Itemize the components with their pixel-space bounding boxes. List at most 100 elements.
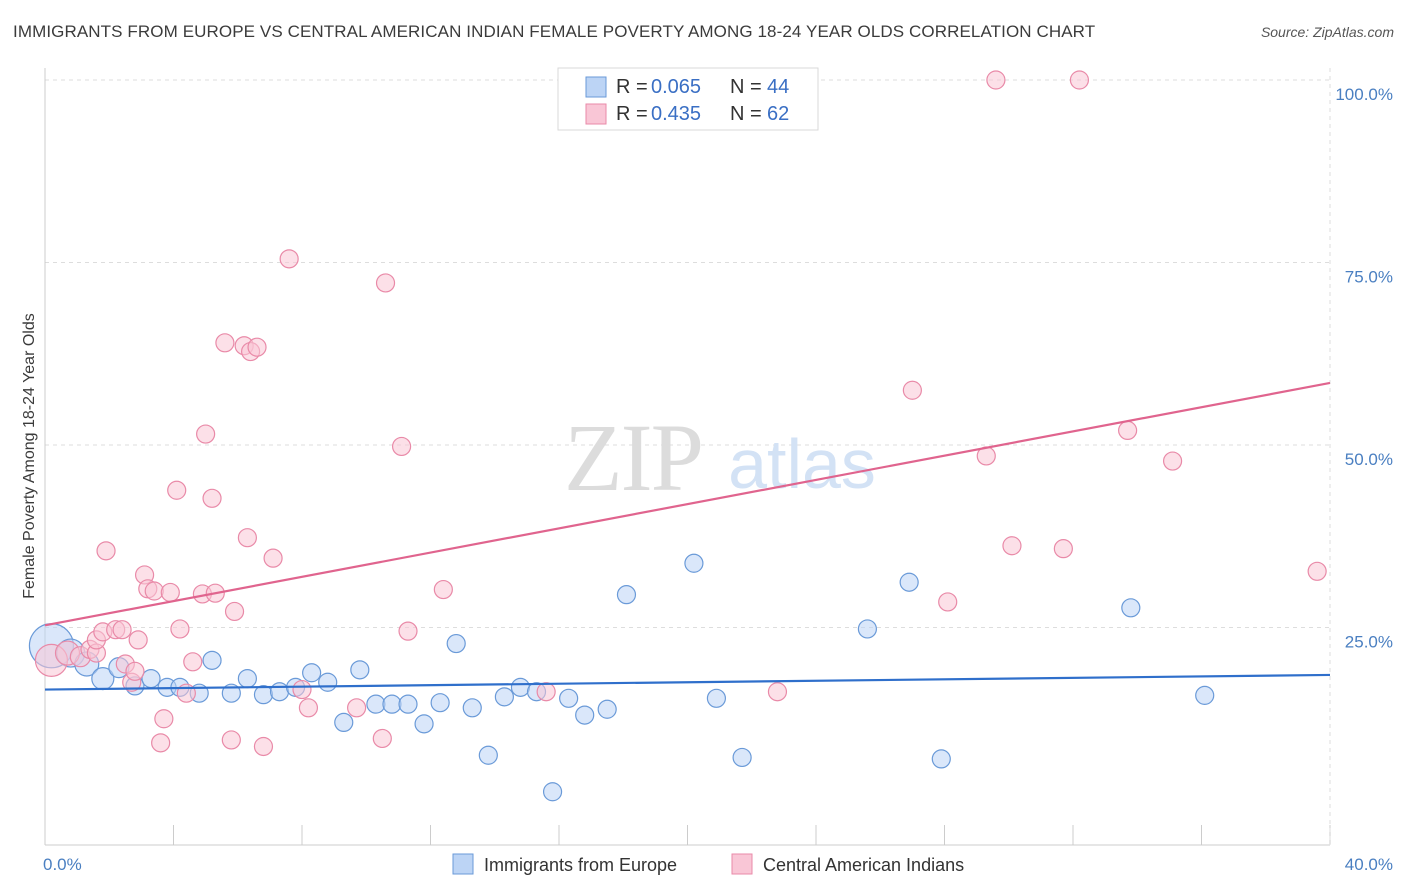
point-immigrants-europe (334, 712, 354, 733)
point-central-american-indians (1069, 70, 1090, 90)
watermark: ZIP atlas (564, 404, 876, 511)
axes (44, 68, 1331, 846)
point-central-american-indians (536, 682, 556, 702)
point-immigrants-europe (237, 668, 257, 689)
point-central-american-indians (170, 619, 190, 639)
x-tick-label: 0.0% (43, 855, 82, 874)
x-tick-labels: 0.0% 40.0% (43, 855, 1393, 874)
point-immigrants-europe (414, 714, 434, 734)
legend-r-value-1: 0.435 (651, 103, 701, 125)
point-immigrants-europe (202, 650, 222, 670)
y-tick-label: 75.0% (1345, 268, 1393, 287)
source-label: Source: ZipAtlas.com (1260, 24, 1394, 40)
point-immigrants-europe (462, 698, 482, 718)
point-immigrants-europe (318, 672, 338, 692)
data-points (28, 70, 1327, 802)
trend-line-central-american-indians (44, 381, 1331, 627)
point-central-american-indians (986, 70, 1006, 90)
trend-line-immigrants-europe (44, 673, 1331, 691)
bottom-legend-swatch-blue (452, 853, 474, 875)
point-immigrants-europe (302, 663, 322, 683)
legend-n-label-1: N = (730, 103, 762, 125)
point-central-american-indians (279, 249, 299, 269)
legend-swatch-pink (585, 103, 607, 125)
point-immigrants-europe (559, 688, 579, 708)
legend-r-label-0: R = (616, 76, 648, 98)
point-central-american-indians (1162, 451, 1183, 471)
point-central-american-indians (938, 592, 958, 612)
point-central-american-indians (767, 682, 788, 702)
point-immigrants-europe (684, 553, 704, 573)
point-central-american-indians (347, 698, 367, 718)
point-central-american-indians (151, 733, 171, 753)
legend-r-label-1: R = (616, 103, 648, 125)
point-central-american-indians (202, 488, 222, 508)
point-immigrants-europe (597, 699, 617, 719)
x-tick-label: 40.0% (1345, 855, 1393, 874)
point-immigrants-europe (542, 782, 563, 802)
point-immigrants-europe (398, 694, 418, 714)
point-central-american-indians (298, 698, 319, 718)
point-central-american-indians (125, 661, 145, 681)
legend-n-value-0: 44 (767, 76, 789, 98)
y-tick-labels: 25.0% 50.0% 75.0% 100.0% (1335, 85, 1393, 652)
point-immigrants-europe (494, 687, 514, 707)
point-central-american-indians (391, 436, 412, 457)
point-central-american-indians (398, 621, 418, 641)
point-central-american-indians (154, 709, 174, 729)
bottom-legend-label-pink: Central American Indians (763, 855, 964, 875)
y-tick-label: 100.0% (1335, 85, 1393, 104)
watermark-zip: ZIP (564, 404, 702, 511)
point-immigrants-europe (350, 660, 370, 680)
point-central-american-indians (128, 630, 148, 650)
point-central-american-indians (1118, 420, 1138, 440)
point-immigrants-europe (446, 633, 466, 654)
bottom-legend-swatch-pink (731, 853, 753, 875)
trend-lines (44, 381, 1331, 691)
point-central-american-indians (253, 736, 274, 757)
point-immigrants-europe (732, 747, 752, 768)
legend-r-value-0: 0.065 (651, 76, 701, 98)
point-central-american-indians (112, 620, 132, 640)
point-central-american-indians (263, 548, 283, 568)
y-axis-label: Female Poverty Among 18-24 Year Olds (21, 313, 38, 599)
point-immigrants-europe (899, 572, 919, 592)
point-central-american-indians (1307, 561, 1327, 581)
point-immigrants-europe (366, 694, 386, 714)
point-immigrants-europe (221, 683, 241, 703)
point-immigrants-europe (931, 749, 951, 769)
bottom-legend-label-blue: Immigrants from Europe (484, 855, 677, 875)
point-immigrants-europe (706, 688, 727, 708)
y-tick-label: 50.0% (1345, 450, 1393, 469)
y-tick-label: 25.0% (1345, 633, 1393, 652)
point-central-american-indians (1053, 539, 1073, 559)
point-central-american-indians (221, 730, 241, 750)
legend: R = 0.065 N = 44 R = 0.435 N = 62 (557, 67, 819, 131)
point-central-american-indians (144, 581, 164, 601)
point-immigrants-europe (1121, 598, 1141, 618)
point-central-american-indians (433, 579, 453, 600)
point-central-american-indians (372, 728, 392, 749)
point-immigrants-europe (269, 682, 290, 702)
point-central-american-indians (196, 424, 216, 444)
point-central-american-indians (292, 679, 312, 700)
legend-swatch-blue (585, 76, 607, 98)
chart-title: IMMIGRANTS FROM EUROPE VS CENTRAL AMERIC… (13, 22, 1096, 41)
point-central-american-indians (215, 333, 235, 353)
point-central-american-indians (902, 380, 922, 400)
point-immigrants-europe (430, 693, 450, 713)
point-immigrants-europe (382, 694, 402, 714)
watermark-atlas: atlas (728, 425, 876, 503)
point-immigrants-europe (510, 677, 531, 697)
point-central-american-indians (96, 541, 116, 561)
point-immigrants-europe (575, 705, 595, 725)
point-immigrants-europe (1195, 685, 1215, 705)
point-central-american-indians (183, 652, 203, 672)
point-immigrants-europe (253, 685, 274, 705)
legend-n-label-0: N = (730, 76, 762, 98)
point-immigrants-europe (857, 619, 878, 639)
point-central-american-indians (167, 480, 187, 500)
point-central-american-indians (237, 528, 257, 548)
point-central-american-indians (247, 337, 267, 357)
